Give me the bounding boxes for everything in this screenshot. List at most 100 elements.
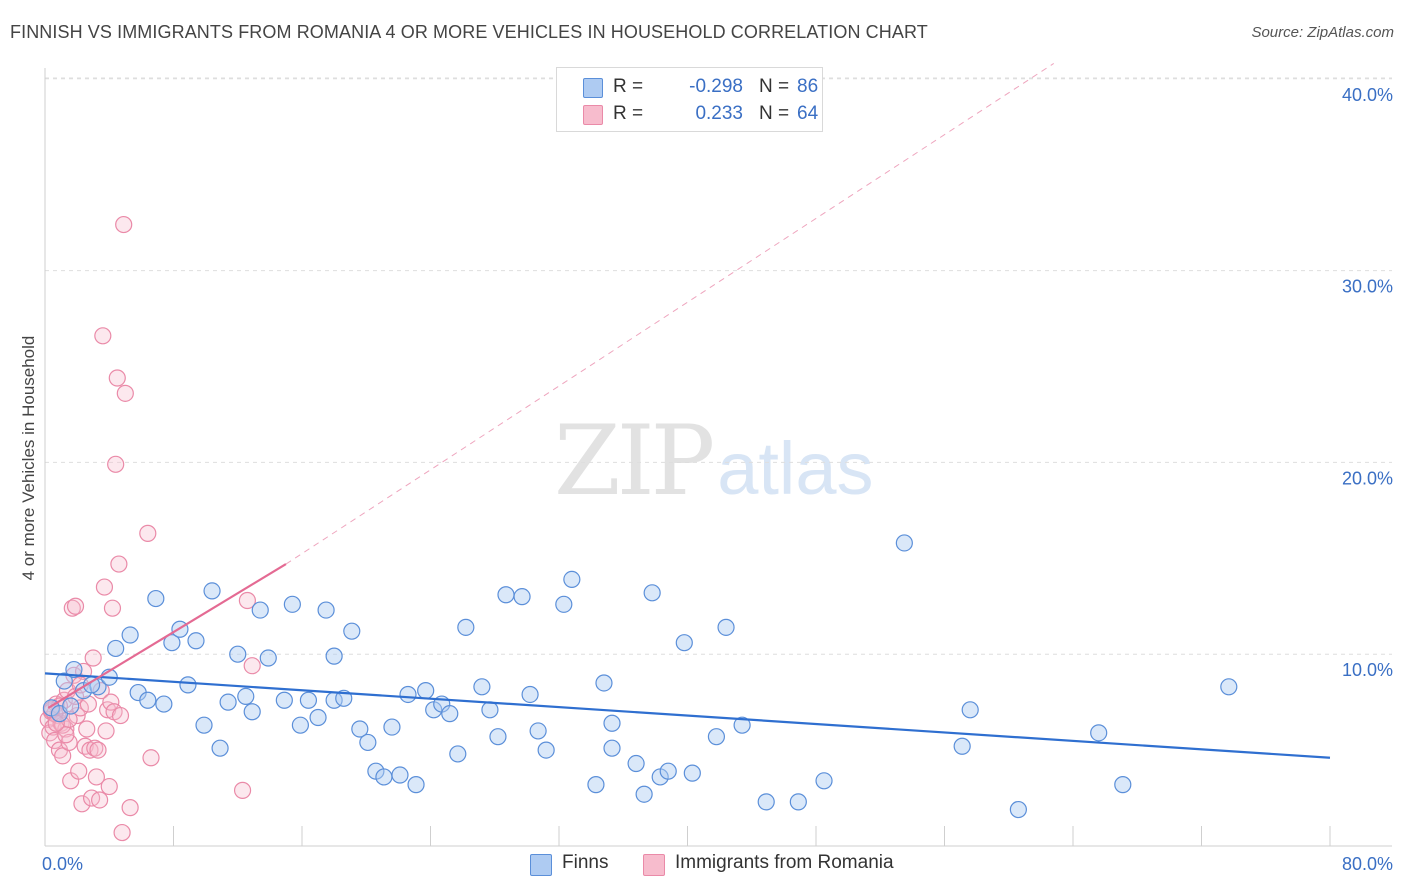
romania-points: [39, 215, 261, 842]
finns-point: [717, 618, 735, 636]
finns-point: [1009, 800, 1027, 819]
finns-point: [179, 676, 197, 694]
romania-trend-extension: [285, 63, 1054, 565]
finns-point: [121, 626, 139, 644]
finns-point: [953, 737, 971, 755]
finns-point: [195, 716, 213, 734]
tick-labels: 10.0% 20.0% 30.0% 40.0% 0.0% 80.0%: [42, 85, 1393, 874]
finns-trend-line: [44, 672, 1331, 759]
finns-point: [789, 793, 807, 811]
finns-point: [815, 772, 833, 790]
romania-point: [89, 741, 107, 759]
grid-lines: [45, 77, 1392, 655]
finns-point: [555, 595, 573, 613]
romania-point: [97, 722, 115, 740]
romania-point: [142, 749, 160, 767]
romania-point: [84, 649, 102, 667]
romania-point: [111, 706, 130, 725]
finns-point: [139, 691, 157, 709]
legend-r-label: R =: [613, 76, 644, 97]
x-tick-label: 0.0%: [42, 854, 83, 874]
finns-point: [587, 776, 605, 794]
finns-point: [283, 595, 301, 613]
y-tick-label: 10.0%: [1342, 660, 1393, 680]
finns-point: [359, 733, 377, 752]
romania-point: [116, 384, 134, 402]
finns-point: [733, 716, 751, 734]
finns-point: [643, 584, 661, 602]
legend-n-value: 64: [797, 103, 819, 124]
y-tick-label: 40.0%: [1342, 85, 1393, 105]
romania-point: [243, 657, 261, 675]
romania-point: [70, 762, 88, 780]
romania-point: [103, 599, 122, 617]
finns-point: [317, 601, 335, 619]
finns-point: [1220, 678, 1238, 696]
finns-point: [399, 685, 417, 704]
finns-point: [229, 645, 247, 663]
legend: R = -0.298 N = 86 R = 0.233 N = 64: [556, 67, 823, 132]
legend-swatch-finns: [583, 78, 603, 98]
romania-point: [113, 823, 131, 842]
source-credit: Source: ZipAtlas.com: [1251, 24, 1394, 41]
legend-n-label: N =: [759, 103, 790, 124]
finns-point: [595, 674, 613, 692]
finns-point: [343, 622, 361, 640]
romania-point: [110, 555, 128, 573]
finns-point: [251, 601, 269, 619]
finns-point: [537, 741, 555, 759]
romania-point: [91, 791, 109, 809]
romania-point: [66, 597, 85, 615]
finns-point: [417, 682, 435, 700]
finns-point: [457, 618, 475, 636]
finns-point: [635, 785, 653, 803]
finns-point: [65, 660, 83, 679]
bottom-legend-swatch-romania: [643, 854, 665, 876]
finns-point: [489, 728, 507, 746]
y-tick-label: 30.0%: [1342, 277, 1393, 297]
romania-point: [233, 781, 252, 799]
finns-point: [757, 793, 775, 811]
legend-r-value: 0.233: [695, 103, 743, 124]
finns-point: [62, 697, 80, 715]
finns-point: [407, 776, 425, 794]
legend-r-label: R =: [613, 103, 644, 124]
finns-point: [521, 685, 539, 704]
finns-point: [155, 695, 173, 713]
finns-point: [211, 739, 229, 757]
romania-point: [73, 795, 91, 813]
finns-point: [375, 768, 393, 786]
finns-point: [309, 708, 327, 727]
romania-point: [115, 215, 133, 234]
finns-point: [961, 701, 979, 719]
finns-point: [351, 720, 369, 738]
finns-point: [325, 647, 343, 665]
romania-point: [102, 693, 120, 711]
finns-point: [243, 703, 261, 721]
finns-point: [219, 693, 237, 711]
finns-point: [383, 718, 401, 736]
romania-point: [47, 714, 65, 732]
finns-point: [563, 570, 581, 588]
romania-point: [79, 695, 97, 713]
finns-point: [895, 534, 913, 552]
finns-point: [163, 634, 181, 652]
finns-point: [707, 728, 726, 746]
finns-point: [107, 639, 125, 658]
finns-point: [683, 764, 701, 782]
legend-r-value: -0.298: [689, 76, 743, 97]
finns-point: [473, 678, 491, 696]
y-tick-label: 20.0%: [1342, 468, 1393, 488]
finns-point: [603, 739, 621, 757]
romania-point: [94, 327, 112, 345]
legend-n-label: N =: [759, 76, 790, 97]
romania-point: [121, 799, 139, 817]
finns-point: [275, 691, 293, 709]
finns-point: [291, 716, 309, 734]
legend-n-value: 86: [797, 76, 819, 97]
finns-point: [391, 766, 409, 784]
finns-point: [187, 632, 205, 650]
romania-point: [100, 777, 118, 796]
romania-point: [87, 768, 106, 786]
